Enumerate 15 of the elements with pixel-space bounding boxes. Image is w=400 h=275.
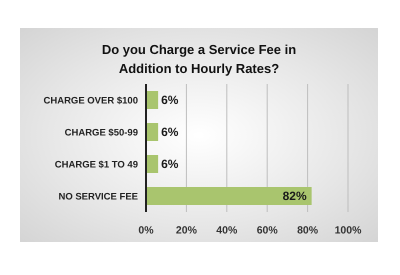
data-label: 6% bbox=[161, 93, 179, 108]
x-tick-label: 80% bbox=[297, 224, 319, 236]
data-label: 6% bbox=[161, 125, 179, 140]
x-tick-label: 40% bbox=[216, 224, 238, 236]
data-label: 82% bbox=[282, 189, 307, 204]
y-tick-label: CHARGE $1 TO 49 bbox=[54, 159, 138, 170]
x-tick-label: 60% bbox=[256, 224, 278, 236]
x-tick-label: 0% bbox=[138, 224, 154, 236]
chart-title: Do you Charge a Service Fee in Addition to Hourly Rates? bbox=[100, 41, 298, 78]
x-tick-label: 20% bbox=[176, 224, 198, 236]
y-tick-label: CHARGE $50-99 bbox=[64, 127, 138, 138]
y-tick-label: NO SERVICE FEE bbox=[58, 191, 138, 202]
x-tick-label: 100% bbox=[334, 224, 362, 236]
y-tick-label: CHARGE OVER $100 bbox=[43, 95, 138, 106]
data-label: 6% bbox=[161, 157, 179, 172]
